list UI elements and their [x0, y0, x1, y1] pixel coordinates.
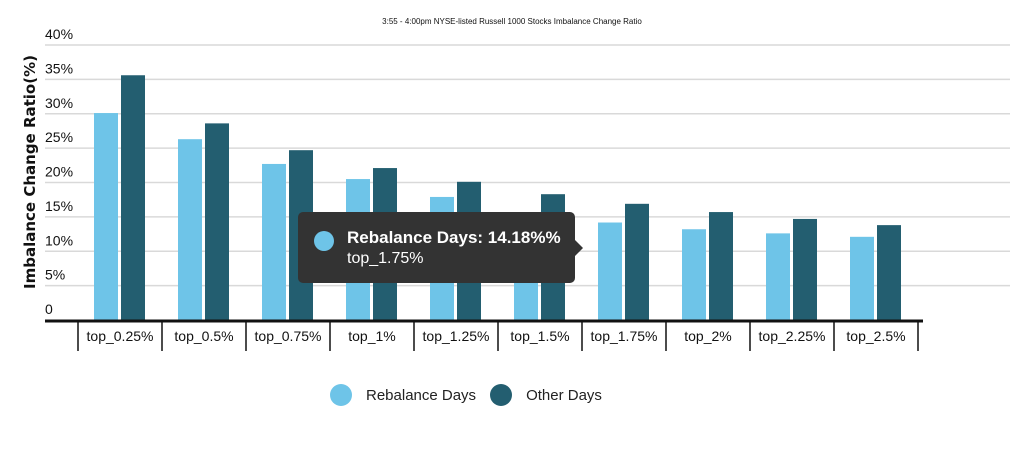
bar-other-days[interactable]: [625, 203, 649, 320]
tooltip-category: top_1.75%: [347, 250, 424, 267]
y-tick-label: 25%: [45, 129, 73, 145]
y-axis-label: Imbalance Change Ratio(%): [21, 55, 39, 289]
bar-rebalance-days[interactable]: [766, 233, 790, 320]
bar-rebalance-days[interactable]: [850, 236, 874, 320]
y-tick-label: 30%: [45, 95, 73, 111]
tooltip: Rebalance Days: 14.18%% top_1.75%: [298, 212, 583, 283]
x-tick-label: top_2.25%: [759, 328, 826, 344]
bar-rebalance-days[interactable]: [682, 229, 706, 320]
bar-rebalance-days[interactable]: [94, 113, 118, 320]
tooltip-value: Rebalance Days: 14.18%%: [347, 228, 561, 247]
bar-other-days[interactable]: [877, 225, 901, 320]
bar-rebalance-days[interactable]: [178, 139, 202, 320]
legend: Rebalance Days Other Days: [330, 384, 616, 406]
x-tick-label: top_1%: [348, 328, 395, 344]
x-tick-label: top_0.5%: [174, 328, 233, 344]
x-tick-label: top_2.5%: [846, 328, 905, 344]
x-tick-label: top_0.25%: [87, 328, 154, 344]
legend-label: Other Days: [526, 386, 602, 404]
y-tick-label: 20%: [45, 164, 73, 180]
tooltip-series-dot: [314, 231, 334, 251]
y-tick-label: 15%: [45, 198, 73, 214]
legend-label: Rebalance Days: [366, 386, 477, 404]
x-tick-label: top_1.25%: [423, 328, 490, 344]
legend-swatch: [330, 384, 352, 406]
y-tick-label: 40%: [45, 26, 73, 42]
bar-other-days[interactable]: [121, 75, 145, 320]
y-tick-label: 10%: [45, 232, 73, 248]
bar-other-days[interactable]: [793, 218, 817, 320]
x-tick-label: top_1.75%: [591, 328, 658, 344]
legend-item-other-days[interactable]: Other Days: [490, 384, 602, 406]
x-tick-label: top_2%: [684, 328, 731, 344]
bar-rebalance-days[interactable]: [262, 163, 286, 320]
legend-swatch: [490, 384, 513, 406]
y-tick-label: 5%: [45, 267, 65, 283]
y-tick-label: 0: [45, 301, 53, 317]
bar-rebalance-days[interactable]: [598, 222, 622, 320]
x-tick-label: top_0.75%: [255, 328, 322, 344]
chart-title: 3:55 - 4:00pm NYSE-listed Russell 1000 S…: [382, 17, 642, 26]
legend-item-rebalance-days[interactable]: Rebalance Days: [330, 384, 476, 406]
bar-other-days[interactable]: [205, 123, 229, 320]
y-tick-label: 35%: [45, 60, 73, 76]
bar-other-days[interactable]: [709, 212, 733, 320]
x-tick-label: top_1.5%: [510, 328, 569, 344]
